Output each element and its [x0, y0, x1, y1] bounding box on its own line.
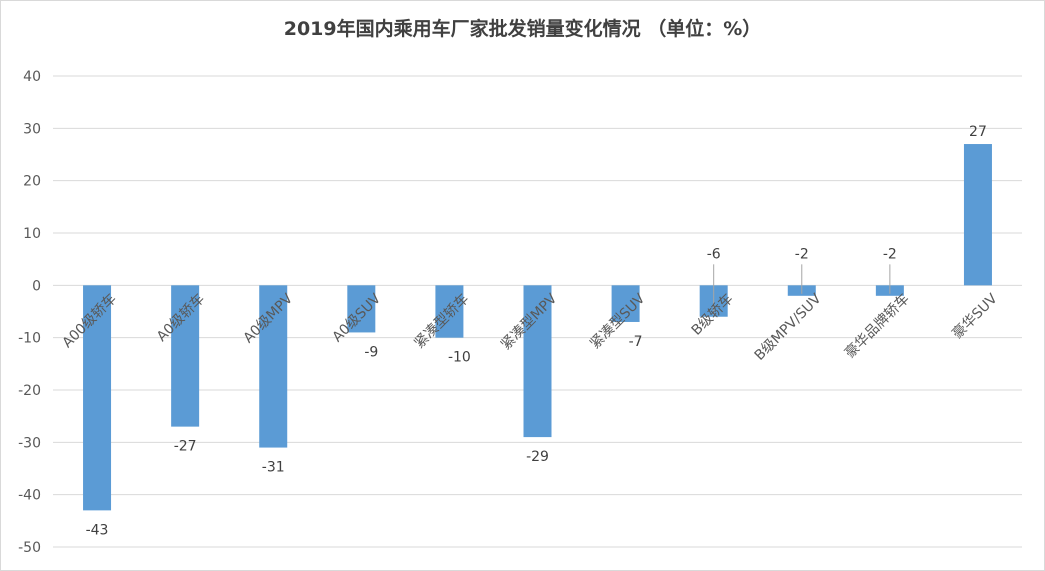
bar	[435, 285, 464, 338]
data-label: -2	[795, 246, 809, 262]
data-labels: -43 -27 -31 -9 -10 -29 -7 -6 -2 -2 27	[86, 124, 987, 538]
bar	[259, 285, 288, 448]
chart-title: 2019年国内乘用车厂家批发销量变化情况 （单位：%）	[283, 18, 762, 40]
data-label: -7	[629, 334, 643, 350]
data-label: -29	[526, 449, 549, 465]
y-tick-label: 40	[23, 69, 41, 85]
y-tick-label: 20	[23, 174, 41, 190]
bar	[171, 285, 200, 427]
data-label: -27	[174, 439, 197, 455]
y-tick-label: -40	[18, 488, 41, 504]
data-label: -6	[707, 246, 721, 262]
bar	[523, 285, 552, 438]
y-tick-label: -30	[18, 435, 41, 451]
y-tick-label: 0	[32, 278, 41, 294]
y-tick-label: -50	[18, 540, 41, 556]
data-label: -9	[364, 344, 378, 360]
category-label: 豪华品牌轿车	[841, 290, 912, 361]
data-label: -10	[448, 350, 471, 366]
data-label: -31	[262, 460, 285, 476]
category-label: 豪华SUV	[949, 291, 1001, 343]
y-tick-label: -10	[18, 331, 41, 347]
y-axis: 40 30 20 10 0 -10 -20 -30 -40 -50	[18, 69, 41, 556]
y-tick-label: 10	[23, 226, 41, 242]
data-label: 27	[969, 124, 987, 140]
y-tick-label: -20	[18, 383, 41, 399]
bar	[611, 285, 640, 322]
bar	[83, 285, 112, 511]
leader-lines	[713, 264, 891, 315]
bar	[347, 285, 376, 333]
data-label: -43	[86, 522, 109, 538]
data-label: -2	[883, 246, 897, 262]
bar	[963, 144, 992, 286]
y-tick-label: 30	[23, 121, 41, 137]
category-label: B级MPV/SUV	[752, 291, 825, 364]
